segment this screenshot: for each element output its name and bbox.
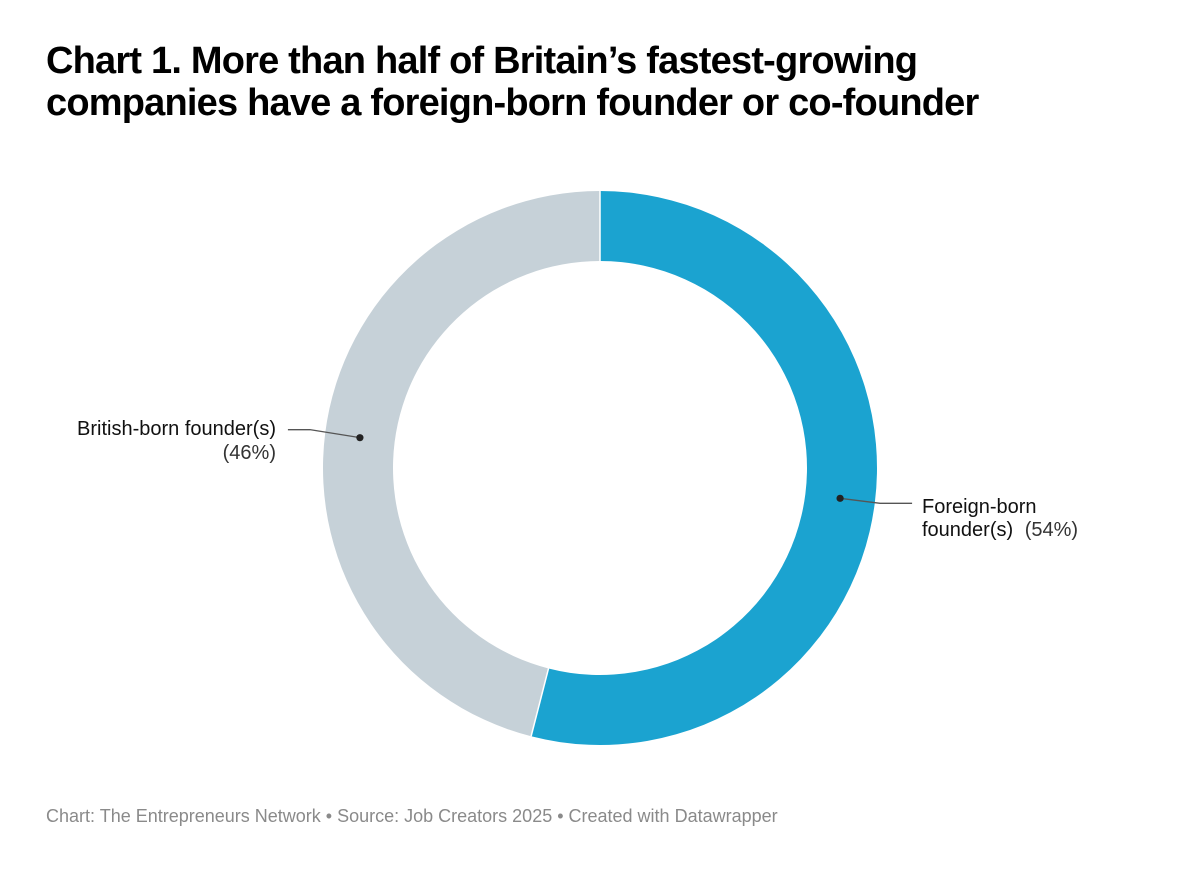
label-foreign-born-row-2: founder(s) (54%) xyxy=(922,519,1078,541)
chart-footer: Chart: The Entrepreneurs Network • Sourc… xyxy=(46,806,778,826)
slice-foreign-born[interactable] xyxy=(531,191,877,745)
label-british-born: British-born founder(s) xyxy=(77,418,276,440)
chart-title-line-1: Chart 1. More than half of Britain’s fas… xyxy=(46,40,918,82)
leader-dot-british-born xyxy=(356,434,364,442)
slice-british-born[interactable] xyxy=(322,190,600,737)
leader-dot-foreign-born xyxy=(836,494,844,502)
leader-line-british-born xyxy=(287,429,361,439)
label-british-born-line-1: British-born founder(s) xyxy=(77,418,276,440)
label-foreign-born: Foreign-born xyxy=(922,496,1037,518)
slice-divider-bottom xyxy=(530,668,550,737)
leader-line-foreign-born xyxy=(840,497,913,504)
chart-title-line-2: companies have a foreign-born founder or… xyxy=(46,82,979,124)
chart-title: Chart 1. More than half of Britain’s fas… xyxy=(46,40,1146,124)
label-foreign-born-line-1: Foreign-born xyxy=(922,496,1037,518)
label-foreign-born-line-2: founder(s) xyxy=(922,519,1013,541)
label-british-born-pct: (46%) xyxy=(223,442,276,464)
label-foreign-born-pct: (54%) xyxy=(1025,519,1078,541)
label-british-born-row-2: (46%) xyxy=(223,442,276,464)
